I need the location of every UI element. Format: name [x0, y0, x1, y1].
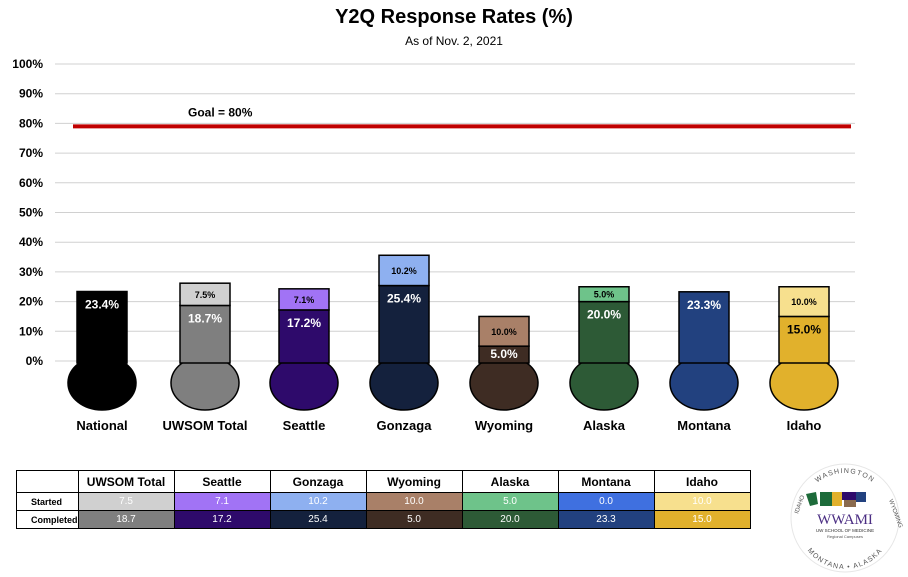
table-cell: 18.7 — [77, 510, 175, 529]
bulb — [669, 355, 739, 411]
row-label: Started — [16, 492, 79, 511]
table-header-row: UWSOM Total Seattle Gonzaga Wyoming Alaska Mo… — [16, 470, 751, 493]
category-label: UWSOM Total — [163, 418, 248, 433]
y-tick-label: 20% — [19, 295, 43, 309]
category-label: Idaho — [787, 418, 822, 433]
y-tick-label: 100% — [12, 57, 43, 71]
data-label-completed: 5.0% — [490, 347, 518, 361]
bar-completed — [179, 304, 231, 364]
table-cell: 0.0 — [557, 492, 655, 511]
bulb — [170, 355, 240, 411]
table-row: Completed 18.7 17.2 25.4 5.0 20.0 23.3 15.0 — [16, 510, 751, 529]
data-label-completed: 20.0% — [587, 308, 621, 322]
column-header: Seattle — [173, 470, 271, 493]
bar-completed — [678, 291, 730, 364]
row-label: Completed — [16, 510, 79, 529]
logo-line2: Regional Campuses — [827, 534, 863, 539]
data-label-started: 7.1% — [294, 295, 315, 305]
y-tick-label: 60% — [19, 176, 43, 190]
response-rate-chart: 0% 10% 20% 30% 40% 50% 60% 70% 80% 90% 100% Goal = … — [12, 57, 855, 433]
table-cell: 7.1 — [173, 492, 271, 511]
bar-started — [278, 288, 330, 311]
logo-wwami: WWAMI — [817, 512, 873, 528]
map-silhouette-icon — [806, 492, 866, 507]
table-cell: 10.0 — [365, 492, 463, 511]
table-cell: 5.0 — [461, 492, 559, 511]
bar-started — [478, 315, 530, 347]
column-header: Wyoming — [365, 470, 463, 493]
bar-completed — [378, 284, 430, 364]
table-cell: 10.0 — [653, 492, 751, 511]
table-cell: 23.3 — [557, 510, 655, 529]
data-label-completed: 23.3% — [687, 298, 721, 312]
data-label-started: 10.2% — [391, 266, 417, 276]
table-body: Started 7.5 7.1 10.2 10.0 5.0 0.0 10.0 Completed… — [16, 492, 751, 529]
y-tick-label: 0% — [26, 354, 44, 368]
column-header: Gonzaga — [269, 470, 367, 493]
data-label-started: 10.0% — [491, 327, 517, 337]
table-cell: 10.2 — [269, 492, 367, 511]
category-label: National — [76, 418, 127, 433]
data-label-completed: 15.0% — [787, 322, 821, 336]
bar-completed — [278, 309, 330, 364]
table-cell: 25.4 — [269, 510, 367, 529]
bar-started — [378, 254, 430, 287]
bar-completed — [76, 290, 128, 364]
bulb — [269, 355, 339, 411]
column-header: Alaska — [461, 470, 559, 493]
category-label: Alaska — [583, 418, 626, 433]
table-cell: 5.0 — [365, 510, 463, 529]
table-corner-cell — [16, 470, 79, 493]
y-tick-label: 40% — [19, 235, 43, 249]
bulb — [67, 355, 137, 411]
data-label-completed: 18.7% — [188, 311, 222, 325]
table-cell: 15.0 — [653, 510, 751, 529]
y-tick-label: 50% — [19, 206, 43, 220]
data-label-started: 5.0% — [594, 290, 615, 300]
y-tick-label: 30% — [19, 265, 43, 279]
data-label-completed: 25.4% — [387, 292, 421, 306]
bar-completed — [578, 300, 630, 364]
bar-started — [179, 282, 231, 307]
column-header: Idaho — [653, 470, 751, 493]
bulb — [569, 355, 639, 411]
response-rate-table: UWSOM Total Seattle Gonzaga Wyoming Alaska Mo… — [16, 470, 751, 529]
table-row: Started 7.5 7.1 10.2 10.0 5.0 0.0 10.0 — [16, 492, 751, 511]
y-tick-label: 90% — [19, 87, 43, 101]
y-tick-label: 10% — [19, 324, 43, 338]
bar-started — [778, 286, 830, 318]
bar-started — [578, 286, 630, 303]
data-label-started: 7.5% — [195, 290, 216, 300]
table-cell: 7.5 — [77, 492, 175, 511]
table-cell: 20.0 — [461, 510, 559, 529]
category-label: Gonzaga — [377, 418, 433, 433]
data-label-completed: 23.4% — [85, 298, 119, 312]
goal-label: Goal = 80% — [188, 105, 253, 119]
bulb — [769, 355, 839, 411]
column-header: Montana — [557, 470, 655, 493]
y-tick-label: 80% — [19, 116, 43, 130]
category-label: Wyoming — [475, 418, 533, 433]
chart-subtitle: As of Nov. 2, 2021 — [405, 34, 503, 48]
table-cell: 17.2 — [173, 510, 271, 529]
chart-title: Y2Q Response Rates (%) — [335, 6, 573, 28]
category-label: Seattle — [283, 418, 326, 433]
wwami-logo: WASHINGTON MONTANA • ALASKA IDAHO WYOMIN… — [790, 463, 903, 573]
logo-line1: UW SCHOOL OF MEDICINE — [816, 528, 874, 533]
bulb — [369, 355, 439, 411]
column-header: UWSOM Total — [77, 470, 175, 493]
bar-completed — [778, 315, 830, 364]
bulb — [469, 355, 539, 411]
data-label-started: 10.0% — [791, 297, 817, 307]
y-tick-label: 70% — [19, 146, 43, 160]
data-label-completed: 17.2% — [287, 316, 321, 330]
category-label: Montana — [677, 418, 731, 433]
